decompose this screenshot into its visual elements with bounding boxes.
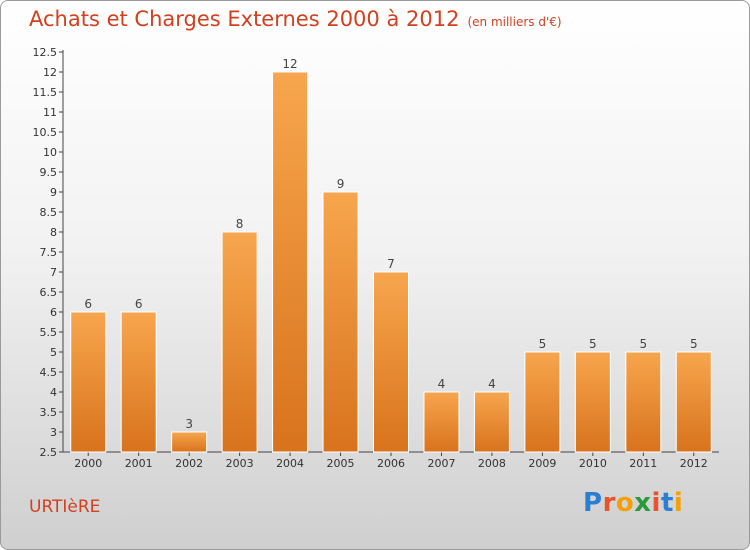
y-tick-label: 3.5: [40, 406, 58, 419]
bar-value-label: 12: [282, 57, 297, 71]
y-tick-label: 5.5: [40, 326, 58, 339]
proxiti-logo: Proxiti: [583, 488, 683, 518]
bar: [322, 191, 359, 453]
bar-value-label: 7: [387, 257, 395, 271]
y-tick-label: 11.5: [33, 86, 58, 99]
y-tick-label: 5: [50, 346, 57, 359]
bar-value-label: 6: [135, 297, 143, 311]
y-tick-label: 9: [50, 186, 57, 199]
x-tick-label: 2011: [629, 457, 657, 470]
bar: [171, 431, 208, 453]
y-tick-label: 8.5: [40, 206, 58, 219]
bar-value-label: 5: [589, 337, 597, 351]
x-tick-label: 2007: [427, 457, 455, 470]
y-tick-label: 10: [43, 146, 57, 159]
y-tick-label: 11: [43, 106, 57, 119]
logo-letter: r: [602, 488, 616, 518]
logo-letter: P: [583, 488, 603, 518]
bar: [221, 231, 258, 453]
bar-value-label: 4: [438, 377, 446, 391]
y-tick-label: 2.5: [40, 446, 58, 459]
logo-letter: o: [615, 488, 635, 518]
bar: [524, 351, 561, 453]
x-tick-label: 2003: [226, 457, 254, 470]
y-tick-label: 7.5: [40, 246, 58, 259]
y-tick-label: 7: [50, 266, 57, 279]
bar: [423, 391, 460, 453]
x-tick-label: 2009: [528, 457, 556, 470]
y-tick-label: 12: [43, 66, 57, 79]
x-tick-label: 2002: [175, 457, 203, 470]
bar-value-label: 4: [488, 377, 496, 391]
logo-letter: i: [673, 488, 684, 518]
logo-letter: t: [660, 488, 674, 518]
bar: [675, 351, 712, 453]
chart-title-text: Achats et Charges Externes 2000 à 2012: [29, 7, 460, 31]
bar: [373, 271, 409, 453]
y-tick-label: 9.5: [40, 166, 58, 179]
y-tick-label: 8: [50, 226, 57, 239]
x-tick-label: 2000: [74, 457, 102, 470]
bar: [574, 351, 611, 453]
y-tick-label: 4: [50, 386, 57, 399]
bar-value-label: 9: [337, 177, 345, 191]
y-tick-label: 4.5: [40, 366, 58, 379]
bar-value-label: 6: [84, 297, 92, 311]
x-tick-label: 2008: [478, 457, 506, 470]
bar-value-label: 3: [185, 417, 193, 431]
y-tick-label: 12.5: [33, 46, 58, 59]
y-tick-label: 10.5: [33, 126, 58, 139]
bar-value-label: 8: [236, 217, 244, 231]
logo-letter: x: [634, 488, 652, 518]
chart-unit: (en milliers d'€): [467, 15, 562, 29]
x-tick-label: 2006: [377, 457, 405, 470]
x-tick-label: 2012: [680, 457, 708, 470]
y-tick-label: 3: [50, 426, 57, 439]
x-tick-label: 2001: [125, 457, 153, 470]
chart-title: Achats et Charges Externes 2000 à 2012 (e…: [29, 7, 562, 31]
x-tick-label: 2004: [276, 457, 304, 470]
bar: [70, 311, 107, 453]
x-tick-label: 2005: [327, 457, 355, 470]
y-tick-label: 6: [50, 306, 57, 319]
bar: [120, 311, 157, 453]
bar: [272, 71, 309, 453]
logo-letter: i: [651, 488, 661, 518]
bar-value-label: 5: [690, 337, 698, 351]
bar: [625, 351, 662, 453]
bar: [473, 391, 510, 453]
commune-name: URTIèRE: [29, 497, 101, 517]
y-tick-label: 6.5: [40, 286, 58, 299]
bar-value-label: 5: [539, 337, 547, 351]
bar-value-label: 5: [639, 337, 647, 351]
x-tick-label: 2010: [579, 457, 607, 470]
